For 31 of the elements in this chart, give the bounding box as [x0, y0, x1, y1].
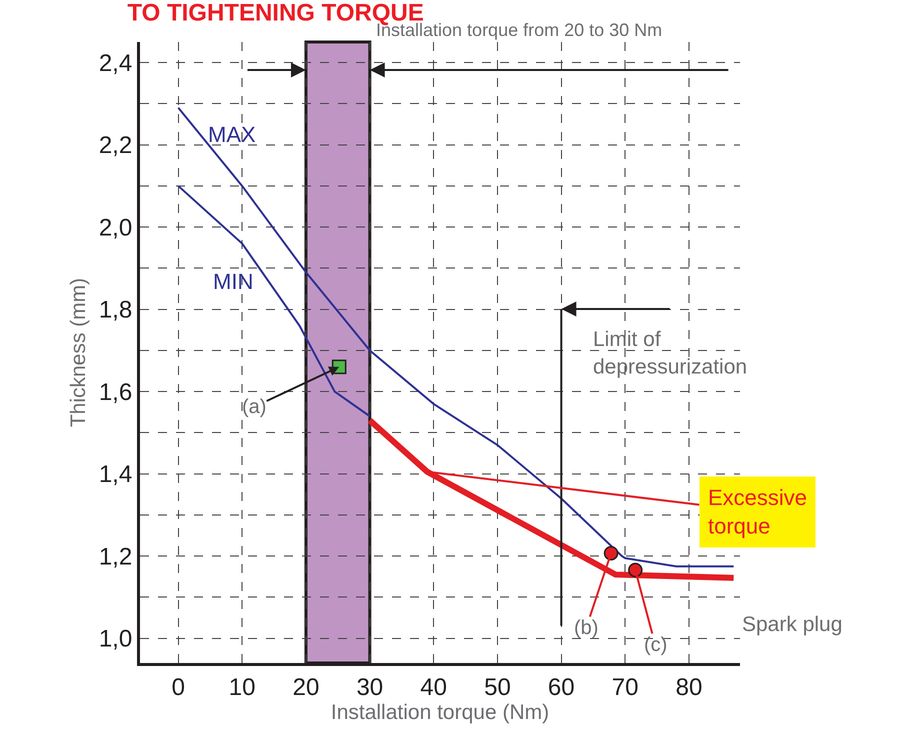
y-tick-label: 2,0 [98, 214, 132, 242]
point [604, 546, 618, 560]
y-axis-title: Thickness (mm) [66, 278, 90, 428]
x-tick-label: 0 [172, 674, 185, 701]
x-tick-label: 60 [548, 674, 575, 701]
annotation: Excessive torque [708, 485, 808, 539]
x-tick-label: 50 [484, 674, 511, 701]
text: Spark plug [742, 613, 842, 636]
y-tick-label: 1,0 [98, 626, 132, 653]
x-tick-label: 70 [612, 674, 638, 701]
series-label: MIN [213, 269, 254, 294]
ref-line-label: Limit of depressurization [593, 328, 748, 378]
annotation: (a) [242, 396, 266, 418]
x-tick-label: 30 [356, 674, 384, 701]
y-tick-label: 2,2 [98, 132, 132, 160]
series-label: MAX [208, 122, 256, 147]
annotation: (b) [574, 617, 598, 639]
x-axis-title: Installation torque (Nm) [330, 700, 550, 724]
x-tick-label: 20 [292, 674, 320, 701]
y-tick-label: 1,4 [98, 461, 132, 488]
x-tick-label: 40 [420, 674, 447, 701]
x-tick-label: 10 [228, 674, 256, 701]
y-tick-label: 2,4 [98, 50, 132, 77]
line-series [177, 184, 371, 418]
chart-title: TO TIGHTENING TORQUE [127, 0, 424, 27]
y-tick-label: 1,6 [98, 378, 132, 406]
annotation: (c) [644, 634, 668, 656]
y-tick-label: 1,8 [98, 296, 132, 324]
y-tick-label: 1,2 [98, 543, 132, 570]
point [628, 562, 643, 578]
x-tick-label: 80 [676, 674, 702, 701]
